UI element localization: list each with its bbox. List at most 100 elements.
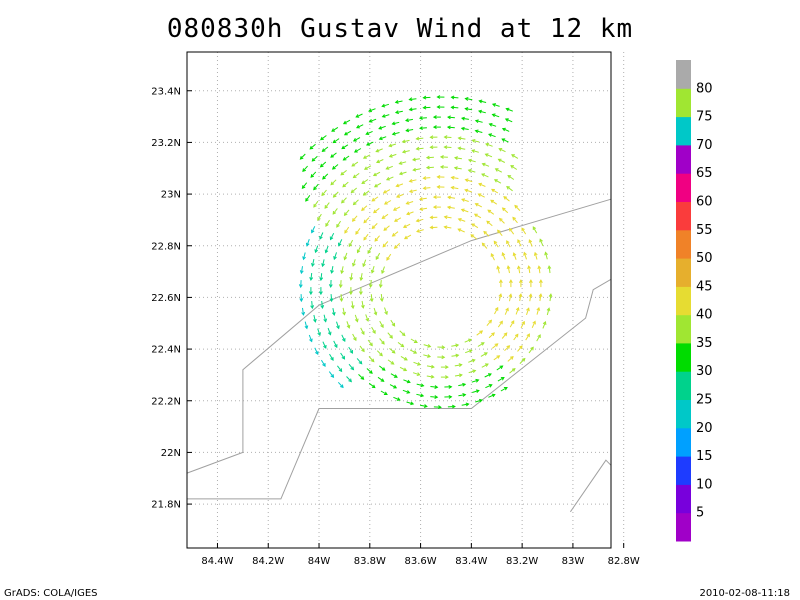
colorbar-segment <box>676 371 691 400</box>
wind-vector <box>447 115 455 120</box>
wind-vector <box>513 333 519 341</box>
wind-vector <box>493 179 502 184</box>
wind-vector <box>317 328 321 337</box>
wind-vector <box>352 137 361 142</box>
colorbar-segment <box>676 229 691 259</box>
wind-vector <box>416 393 425 398</box>
wind-vector <box>340 170 347 176</box>
wind-vector <box>446 125 455 130</box>
wind-vector <box>450 95 459 100</box>
wind-vector <box>302 165 308 173</box>
wind-vector <box>342 307 346 316</box>
wind-vector <box>419 126 427 131</box>
y-tick-label: 22N <box>161 448 181 459</box>
wind-vector <box>371 326 376 334</box>
colorbar-segment <box>676 456 691 485</box>
wind-vector <box>464 178 473 183</box>
wind-vector <box>450 185 459 190</box>
wind-vector <box>398 171 407 176</box>
wind-vector <box>304 321 309 330</box>
wind-vector <box>538 293 543 302</box>
wind-vector <box>393 217 402 222</box>
wind-vector <box>488 133 496 138</box>
colorbar-segment <box>676 116 691 146</box>
wind-vector <box>447 195 456 200</box>
wind-vector <box>355 228 361 235</box>
wind-vector <box>528 293 533 302</box>
wind-vector <box>426 374 435 379</box>
wind-vector <box>461 116 469 121</box>
wind-vector <box>487 209 495 215</box>
wind-vector <box>313 314 317 323</box>
wind-vector <box>429 215 438 220</box>
wind-vector <box>517 239 522 247</box>
wind-vector <box>418 116 427 120</box>
wind-vector <box>416 229 424 233</box>
wind-vector <box>344 226 350 234</box>
wind-vector <box>361 300 365 309</box>
wind-vector <box>474 129 483 134</box>
wind-vector <box>536 306 541 315</box>
y-tick-label: 23N <box>161 190 181 201</box>
wind-vector <box>454 156 462 160</box>
x-tick-label: 82.8W <box>608 556 640 567</box>
wind-vector <box>302 252 306 261</box>
wind-vector <box>457 146 466 151</box>
wind-vector <box>418 197 427 201</box>
wind-vector <box>362 259 367 268</box>
wind-vector <box>373 307 378 316</box>
wind-vector <box>491 343 499 349</box>
wind-vector <box>368 356 375 363</box>
wind-vector <box>488 332 495 339</box>
wind-vector <box>319 161 327 168</box>
wind-vector <box>454 363 463 367</box>
wind-vector <box>501 332 508 339</box>
wind-vector <box>546 307 551 316</box>
wind-vector <box>402 389 411 394</box>
wind-vector <box>512 216 518 224</box>
wind-vector <box>341 144 349 150</box>
wind-vector <box>359 273 364 282</box>
grid-lines <box>187 52 625 548</box>
wind-vector <box>547 265 552 274</box>
wind-vector <box>378 125 386 130</box>
wind-vector <box>331 308 336 317</box>
wind-vector <box>352 333 357 342</box>
x-tick-label: 84.4W <box>201 556 233 567</box>
wind-vector <box>338 280 343 289</box>
wind-vector <box>491 188 499 194</box>
wind-vector <box>453 166 462 170</box>
wind-vector <box>436 95 445 99</box>
wind-vector <box>313 183 319 191</box>
wind-vector <box>380 390 388 395</box>
wind-vector <box>365 141 374 146</box>
wind-vector <box>548 293 553 302</box>
wind-vector <box>484 373 492 378</box>
wind-vector <box>330 152 337 158</box>
colorbar-label: 75 <box>696 110 713 125</box>
colorbar-label: 15 <box>696 449 713 464</box>
colorbar-label: 35 <box>696 336 713 351</box>
wind-vector <box>348 363 355 371</box>
wind-vector <box>351 215 358 222</box>
y-tick-label: 23.2N <box>151 138 181 149</box>
colorbar-label: 55 <box>696 223 713 238</box>
wind-vector <box>385 165 393 170</box>
wind-vector <box>305 239 310 247</box>
wind-vector <box>394 110 403 115</box>
wind-vector <box>501 138 509 143</box>
wind-vector <box>488 123 497 127</box>
wind-vector <box>532 226 538 234</box>
wind-vector <box>526 307 530 316</box>
wind-vector <box>451 343 460 348</box>
wind-vector <box>486 319 493 327</box>
wind-vector <box>310 171 317 178</box>
wind-vector <box>362 154 371 159</box>
wind-vector <box>437 345 446 350</box>
wind-vector <box>342 181 349 188</box>
wind-vector <box>419 207 428 211</box>
wind-vector <box>436 105 445 109</box>
wind-vector <box>299 266 304 275</box>
x-tick-label: 83.8W <box>354 556 386 567</box>
wind-vector <box>362 190 370 196</box>
